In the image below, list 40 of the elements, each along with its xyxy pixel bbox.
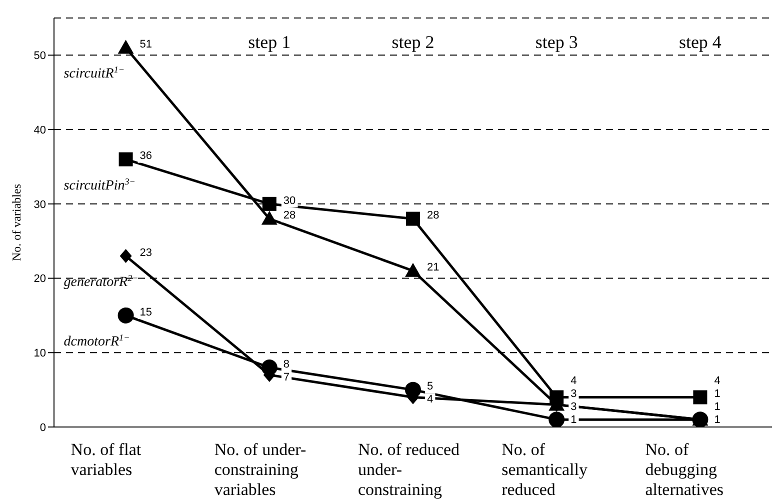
data-label: 1 bbox=[714, 414, 720, 426]
data-label: 28 bbox=[283, 210, 296, 222]
y-tick-label: 0 bbox=[40, 422, 46, 434]
series-label: scircuitR$^{1−}$ bbox=[64, 64, 125, 82]
x-tick-label: No. of under-constraining variables bbox=[214, 440, 306, 499]
y-tick-label: 10 bbox=[34, 348, 46, 360]
annotation: step 2 bbox=[392, 32, 434, 52]
data-label: 1 bbox=[714, 388, 720, 400]
data-label: 3 bbox=[570, 388, 577, 400]
y-tick-label: 30 bbox=[34, 198, 46, 211]
data-label: 21 bbox=[427, 262, 440, 274]
data-label: 3 bbox=[570, 400, 577, 413]
series-label: dcmotorR$^{1−}$ bbox=[64, 332, 130, 350]
data-label: 28 bbox=[427, 210, 440, 222]
y-tick-label: 20 bbox=[34, 273, 46, 286]
data-label: 23 bbox=[140, 246, 152, 259]
data-label: 1 bbox=[714, 400, 720, 413]
data-label: 4 bbox=[714, 374, 720, 387]
x-tick-label: No. of reduced under-constraining bbox=[358, 440, 460, 499]
data-label: 51 bbox=[140, 38, 152, 51]
data-label: 30 bbox=[283, 194, 296, 207]
annotation: step 3 bbox=[535, 32, 578, 52]
y-tick-label: 50 bbox=[34, 50, 46, 62]
annotation: step 4 bbox=[678, 32, 722, 52]
x-tick-label: No. of semantically reduced bbox=[502, 440, 588, 499]
annotation: step 1 bbox=[248, 32, 291, 52]
data-label: 5 bbox=[427, 380, 434, 393]
data-label: 8 bbox=[283, 358, 290, 370]
y-axis-title: No. of variables bbox=[9, 184, 24, 261]
y-tick-label: 40 bbox=[34, 124, 46, 136]
data-label: 7 bbox=[283, 371, 290, 384]
x-tick-label: No. of debugging alternatives bbox=[645, 440, 724, 499]
series-label: generatorR$^{2−}$ bbox=[64, 272, 138, 290]
series-label: scircuitPin$^{3−}$ bbox=[64, 176, 136, 194]
data-label: 4 bbox=[427, 394, 434, 406]
data-label: 1 bbox=[570, 414, 577, 426]
data-label: 4 bbox=[570, 374, 577, 387]
x-tick-label: No. of flat variables bbox=[70, 440, 142, 479]
data-label: 15 bbox=[140, 306, 152, 318]
data-label: 36 bbox=[140, 150, 152, 162]
